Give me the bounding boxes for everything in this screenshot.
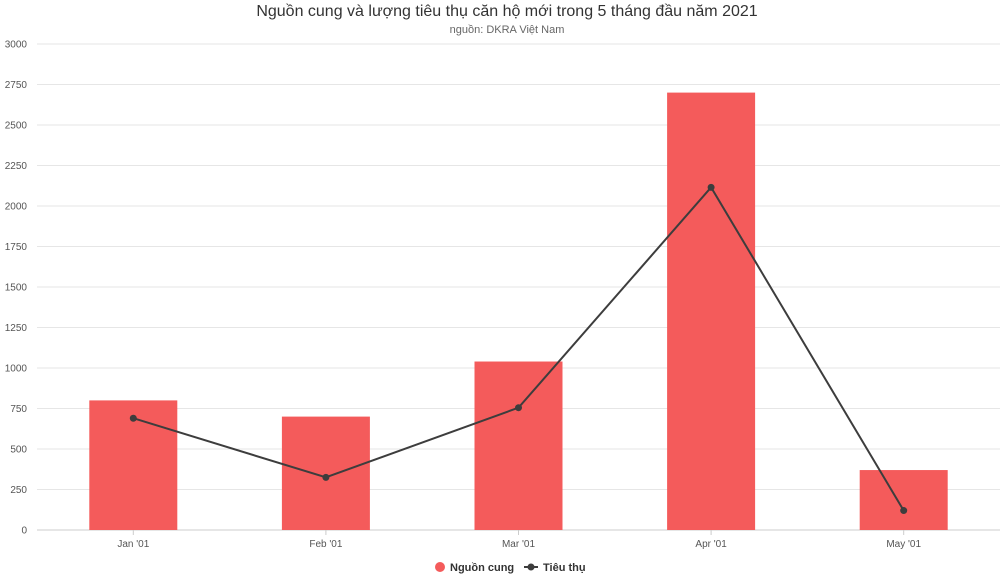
bar-supply[interactable] xyxy=(281,416,370,530)
y-tick-label: 1750 xyxy=(5,242,28,253)
y-tick-label: 2500 xyxy=(5,121,28,132)
y-tick-label: 0 xyxy=(21,526,27,537)
chart-title: Nguồn cung và lượng tiêu thụ căn hộ mới … xyxy=(256,3,757,20)
y-tick-label: 1000 xyxy=(5,364,28,375)
point-consumption[interactable] xyxy=(707,183,715,191)
y-tick-label: 1250 xyxy=(5,323,28,334)
y-tick-label: 1500 xyxy=(5,283,28,294)
bar-supply[interactable] xyxy=(667,92,756,530)
bar-supply[interactable] xyxy=(474,361,563,530)
legend-item-consumption[interactable]: Tiêu thụ xyxy=(524,562,586,574)
point-consumption[interactable] xyxy=(322,473,330,481)
chart-subtitle: nguồn: DKRA Việt Nam xyxy=(450,24,565,36)
y-tick-label: 750 xyxy=(10,404,27,415)
legend-item-supply[interactable]: Nguồn cung xyxy=(435,562,514,574)
bar-series xyxy=(89,92,948,530)
bar-supply[interactable] xyxy=(859,470,948,530)
point-consumption[interactable] xyxy=(900,507,908,515)
y-tick-label: 3000 xyxy=(5,40,28,51)
x-tick-label: May '01 xyxy=(886,539,921,550)
x-tick-label: Apr '01 xyxy=(695,539,727,550)
legend-label-consumption: Tiêu thụ xyxy=(543,562,586,574)
line-series xyxy=(129,183,908,515)
point-consumption[interactable] xyxy=(515,404,522,412)
x-tick-label: Jan '01 xyxy=(117,539,149,550)
bar-supply[interactable] xyxy=(89,400,178,530)
y-tick-label: 2250 xyxy=(5,161,28,172)
legend-marker-consumption xyxy=(527,563,535,571)
x-tick-label: Mar '01 xyxy=(502,539,535,550)
legend-label-supply: Nguồn cung xyxy=(450,562,514,574)
legend: Nguồn cung Tiêu thụ xyxy=(435,562,586,574)
x-tick-label: Feb '01 xyxy=(309,539,342,550)
y-tick-label: 2750 xyxy=(5,80,28,91)
y-tick-label: 2000 xyxy=(5,202,28,213)
y-tick-label: 500 xyxy=(10,445,27,456)
x-axis: Jan '01 Feb '01 Mar '01 Apr '01 May '01 xyxy=(117,530,921,550)
y-tick-label: 250 xyxy=(10,485,27,496)
y-axis: 0 250 500 750 1000 1250 1500 1750 2000 2250 2500 27… xyxy=(5,40,28,537)
point-consumption[interactable] xyxy=(129,414,137,422)
legend-marker-supply xyxy=(435,562,445,572)
